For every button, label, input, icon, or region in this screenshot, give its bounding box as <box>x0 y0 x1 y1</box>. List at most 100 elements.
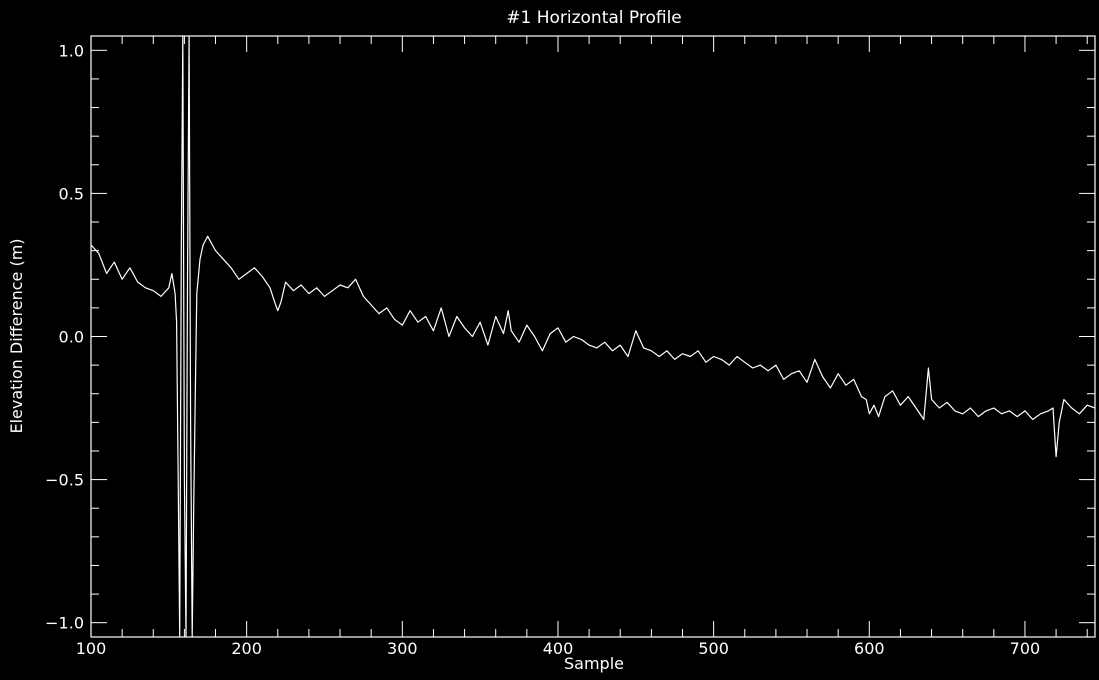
data-point <box>202 244 203 245</box>
data-point <box>1017 416 1018 417</box>
data-point <box>114 261 115 262</box>
data-point <box>332 290 333 291</box>
data-point <box>1032 419 1033 420</box>
data-point <box>947 402 948 403</box>
data-point <box>195 393 196 394</box>
x-tick-label: 400 <box>543 639 574 658</box>
data-point <box>1071 407 1072 408</box>
data-point <box>526 324 527 325</box>
data-point <box>534 336 535 337</box>
data-point <box>985 410 986 411</box>
data-point <box>659 356 660 357</box>
axis-ticks <box>90 36 1095 637</box>
data-point <box>557 327 558 328</box>
data-point <box>511 330 512 331</box>
y-tick-label: 0.0 <box>59 328 84 347</box>
data-point <box>448 336 449 337</box>
data-point <box>171 273 172 274</box>
data-point <box>90 244 91 245</box>
data-point <box>604 342 605 343</box>
data-point <box>394 319 395 320</box>
data-point <box>433 330 434 331</box>
chart-title: #1 Horizontal Profile <box>506 8 682 28</box>
data-point <box>620 344 621 345</box>
data-point <box>129 267 130 268</box>
data-point <box>581 339 582 340</box>
data-point <box>830 387 831 388</box>
data-point <box>721 359 722 360</box>
data-point <box>324 296 325 297</box>
data-point <box>814 359 815 360</box>
data-point <box>799 370 800 371</box>
data-point <box>355 279 356 280</box>
y-tick-label: 0.5 <box>59 184 84 203</box>
data-point <box>635 330 636 331</box>
data-point <box>1079 413 1080 414</box>
data-point <box>1001 413 1002 414</box>
data-point <box>931 399 932 400</box>
data-point <box>682 353 683 354</box>
data-point <box>1052 407 1053 408</box>
data-point <box>954 410 955 411</box>
data-point <box>106 273 107 274</box>
data-point <box>713 356 714 357</box>
data-point <box>160 296 161 297</box>
data-point <box>775 365 776 366</box>
x-tick-label: 200 <box>231 639 262 658</box>
x-tick-labels: 100 200 300 400 500 600 700 <box>76 639 1041 658</box>
data-point <box>878 416 879 417</box>
data-point <box>495 316 496 317</box>
data-point <box>518 342 519 343</box>
data-point <box>137 282 138 283</box>
data-point <box>472 336 473 337</box>
data-point <box>347 287 348 288</box>
data-point <box>145 287 146 288</box>
plot-border <box>90 35 1096 638</box>
x-tick-label: 600 <box>854 639 885 658</box>
data-point <box>928 367 929 368</box>
data-point <box>285 282 286 283</box>
data-point <box>845 385 846 386</box>
data-point <box>565 342 566 343</box>
data-point <box>923 419 924 420</box>
data-point <box>456 316 457 317</box>
data-point <box>441 307 442 308</box>
data-point <box>153 290 154 291</box>
data-point <box>962 413 963 414</box>
data-point <box>230 267 231 268</box>
data-point <box>873 405 874 406</box>
data-point <box>277 310 278 311</box>
data-point <box>184 479 185 480</box>
data-point <box>179 636 180 637</box>
data-point <box>503 333 504 334</box>
data-point <box>866 399 867 400</box>
data-point <box>269 287 270 288</box>
data-point <box>892 390 893 391</box>
data-point <box>1048 410 1049 411</box>
data-point <box>542 350 543 351</box>
data-point <box>853 379 854 380</box>
data-point <box>199 259 200 260</box>
data-point <box>822 376 823 377</box>
data-point <box>182 35 183 36</box>
data-point <box>188 35 189 36</box>
data-point <box>939 407 940 408</box>
data-point <box>744 362 745 363</box>
data-point <box>697 350 698 351</box>
data-point <box>752 367 753 368</box>
data-point <box>316 287 317 288</box>
data-point <box>410 310 411 311</box>
data-point <box>174 293 175 294</box>
x-tick-label: 500 <box>698 639 729 658</box>
x-tick-label: 300 <box>387 639 418 658</box>
data-point <box>1040 413 1041 414</box>
data-point <box>589 344 590 345</box>
y-tick-label: −1.0 <box>45 614 84 633</box>
data-point <box>573 336 574 337</box>
data-point <box>238 279 239 280</box>
data-point <box>122 279 123 280</box>
data-point <box>168 287 169 288</box>
data-point <box>550 333 551 334</box>
data-point <box>280 302 281 303</box>
